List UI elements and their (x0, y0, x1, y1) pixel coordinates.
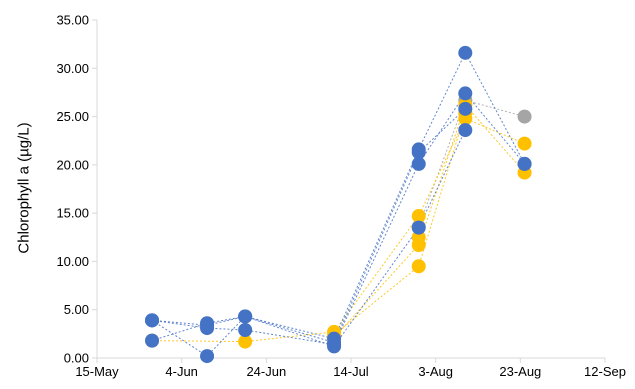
y-tick-label: 10.00 (56, 254, 89, 269)
y-tick-label: 35.00 (56, 13, 89, 28)
x-tick-label: 3-Aug (418, 364, 453, 379)
y-tick-label: 25.00 (56, 109, 89, 124)
data-point-s3-4 (411, 220, 426, 235)
data-point-s4-5 (517, 136, 532, 151)
y-tick-label: 30.00 (56, 61, 89, 76)
data-point-s0-0 (145, 333, 160, 348)
data-point-s2-1 (200, 349, 215, 364)
data-point-s1-5 (458, 86, 473, 101)
x-tick-label: 14-Jul (333, 364, 369, 379)
x-tick-label: 24-Jun (246, 364, 286, 379)
data-point-s3-2 (238, 309, 253, 324)
data-point-s6-1 (411, 259, 426, 274)
series-line-4 (151, 117, 525, 343)
y-tick-label: 15.00 (56, 206, 89, 221)
data-point-s3-1 (200, 318, 215, 333)
data-point-s1-2 (238, 322, 253, 337)
y-tick-label: 5.00 (64, 302, 89, 317)
x-tick-label: 23-Aug (499, 364, 541, 379)
data-point-s1-6 (517, 156, 532, 171)
data-point-s3-3 (327, 339, 342, 354)
series-line-5 (333, 104, 525, 339)
data-point-s4-1 (238, 334, 253, 349)
data-point-s4-3 (411, 209, 426, 224)
data-point-s8-2 (517, 109, 532, 124)
series-line-6 (333, 112, 466, 336)
x-tick-label: 12-Sep (584, 364, 626, 379)
x-tick-label: 15-May (75, 364, 119, 379)
y-tick-label: 0.00 (64, 351, 89, 366)
axes: 0.00 5.00 10.00 15.00 20.00 25.00 30.00 35.00 15… (56, 13, 626, 380)
data-point-s0-5 (458, 45, 473, 60)
x-tick-label: 4-Jun (165, 364, 198, 379)
data-point-s3-5 (458, 123, 473, 138)
data-point-s1-4 (411, 156, 426, 171)
data-point-s2-5 (458, 101, 473, 116)
data-point-s3-0 (145, 313, 160, 328)
series-points (145, 45, 532, 364)
y-axis-label: Chlorophyll a (µg/L) (16, 122, 33, 253)
data-point-s2-4 (411, 145, 426, 160)
y-tick-label: 20.00 (56, 157, 89, 172)
series-line-3 (151, 129, 466, 347)
data-point-s7-0 (411, 230, 426, 245)
series-line-2 (151, 108, 466, 357)
